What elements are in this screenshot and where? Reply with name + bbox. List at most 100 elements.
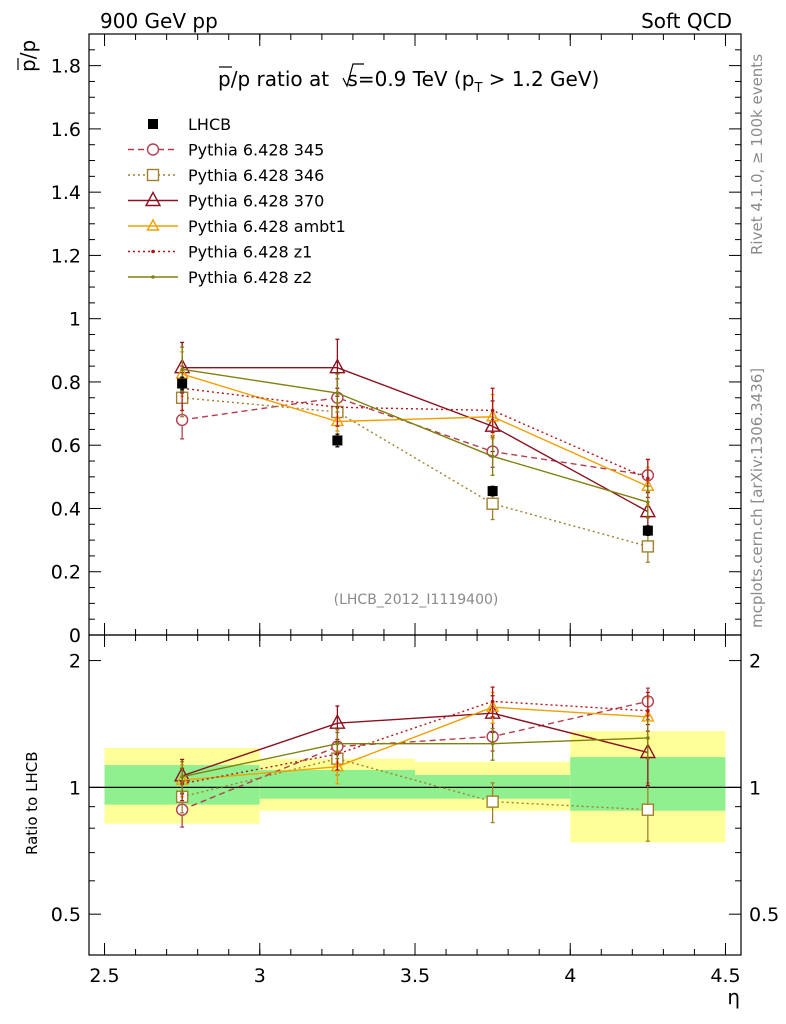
- title-pbar: p: [218, 67, 231, 91]
- ratio-point-p346-3: [641, 803, 655, 816]
- legend-marker-z1: [151, 249, 155, 254]
- ratio-point-z2-0: [180, 774, 184, 779]
- rivet-label: Rivet 4.1.0, ≥ 100k events: [748, 54, 766, 255]
- main-line-p370: [182, 367, 649, 513]
- main-point-lhcb-3: [642, 525, 653, 536]
- ratio-line-ambt1: [182, 706, 648, 781]
- legend-marker-p370: [144, 191, 162, 207]
- legend-label-z1: Pythia 6.428 z1: [188, 243, 312, 262]
- ratio-series: [173, 686, 657, 842]
- main-p370: [173, 338, 657, 532]
- main-point-lhcb-0: [177, 378, 188, 389]
- ratio-point-z1-3: [646, 708, 650, 713]
- main-title: p/p ratio at s=0.9 TeV (pT > 1.2 GeV): [218, 63, 599, 96]
- ratio-frame: [88, 634, 742, 956]
- ratio-ytick-label-right-2: 2: [749, 651, 761, 673]
- ratio-ylabel: Ratio to LHCB: [23, 751, 41, 855]
- legend-label-p345: Pythia 6.428 345: [188, 141, 324, 160]
- main-ytick-label-9: 1.8: [51, 56, 81, 78]
- svg-text:p/p ratio at s=0.9 TeV (pT > 1: p/p ratio at s=0.9 TeV (pT > 1.2 GeV): [218, 67, 599, 96]
- ratio-point-ambt1-1: [330, 759, 345, 772]
- header-right: Soft QCD: [641, 9, 732, 33]
- main-lhcb: [177, 376, 653, 537]
- ratio-line-p346: [181, 757, 648, 811]
- main-line-z1: [182, 387, 649, 480]
- main-point-z1-2: [490, 408, 495, 413]
- main-line-p345: [182, 397, 648, 476]
- main-axes: 0 0.2 0.4 0.6 0.8 1 1.2 1.4 1.6 1.8: [51, 34, 741, 647]
- ratio-line-z2: [181, 737, 648, 778]
- ratio-axes: 0.5 0.5 1 1 2 2 2.5 3 3.5 4 4.5: [51, 635, 779, 987]
- main-line-p346: [182, 397, 649, 548]
- x-tick-label-3: 4: [564, 965, 576, 987]
- title-energy: =0.9 TeV (p: [358, 67, 475, 91]
- ylabel-pbar: p: [16, 59, 40, 72]
- main-point-p346-2: [486, 497, 499, 510]
- main-ytick-label-8: 1.6: [51, 119, 81, 141]
- ratio-point-p370-1: [329, 713, 346, 729]
- x-tick-label-4: 4.5: [710, 965, 740, 987]
- main-ytick-label-4: 0.8: [51, 372, 81, 394]
- ratio-ytick-label-2: 2: [69, 651, 81, 673]
- main-point-z2-2: [490, 454, 495, 459]
- ratio-point-z1-2: [490, 699, 495, 704]
- legend-label-z2: Pythia 6.428 z2: [188, 268, 312, 287]
- main-point-lhcb-1: [332, 435, 343, 446]
- mcplots-label: mcplots.cern.ch [arXiv:1306.3436]: [748, 368, 766, 628]
- main-line-z2: [182, 368, 649, 503]
- ref-label: (LHCB_2012_I1119400): [334, 592, 499, 608]
- x-axis-label: η: [727, 985, 740, 1009]
- main-line-ambt1: [181, 373, 649, 487]
- main-point-lhcb-2: [487, 486, 498, 497]
- legend-label-lhcb: LHCB: [188, 115, 231, 134]
- main-ytick-label-0: 0: [69, 625, 81, 647]
- ratio-point-z2-2: [490, 741, 495, 746]
- ratio-line-p370: [181, 712, 649, 777]
- x-tick-label-2: 3.5: [400, 965, 430, 987]
- main-point-p370-1: [329, 358, 346, 374]
- title-cut: > 1.2 GeV): [482, 67, 599, 91]
- ratio-ytick-label-right-0: 0.5: [749, 904, 779, 926]
- ratio-point-p346-2: [486, 795, 499, 808]
- legend-marker-lhcb: [148, 119, 158, 129]
- main-p346: [175, 378, 655, 563]
- main-point-z2-1: [335, 391, 340, 395]
- ratio-ytick-label-1: 1: [69, 777, 81, 799]
- main-series: [173, 338, 657, 563]
- legend-label-ambt1: Pythia 6.428 ambt1: [188, 217, 346, 236]
- legend-marker-p346: [146, 168, 160, 182]
- main-point-z2-0: [180, 367, 184, 372]
- legend-label-p346: Pythia 6.428 346: [188, 166, 324, 185]
- ratio-ytick-label-0: 0.5: [51, 904, 81, 926]
- main-point-z2-3: [646, 500, 650, 504]
- main-ytick-label-6: 1.2: [51, 245, 81, 267]
- main-ytick-label-2: 0.4: [51, 498, 81, 520]
- main-point-z1-3: [646, 476, 650, 481]
- main-z1: [180, 365, 650, 499]
- x-tick-label-1: 3: [254, 965, 266, 987]
- title-sub-t: T: [473, 81, 482, 96]
- header-left: 900 GeV pp: [100, 9, 218, 33]
- ratio-line-p345: [181, 700, 649, 811]
- legend: LHCB Pythia 6.428 345 Pythia 6.428 346 Pyth…: [128, 115, 346, 287]
- x-tick-label-0: 2.5: [89, 965, 119, 987]
- main-ytick-label-1: 0.2: [51, 562, 81, 584]
- legend-marker-z2: [151, 275, 155, 279]
- ratio-line-z1: [182, 700, 648, 785]
- ratio-point-z2-3: [646, 736, 650, 740]
- svg-text:p/p: p/p: [16, 40, 40, 72]
- legend-marker-p345: [146, 143, 160, 156]
- main-ylabel: p/p: [16, 40, 40, 72]
- ratio-ytick-label-right-1: 1: [749, 777, 761, 799]
- legend-label-p370: Pythia 6.428 370: [188, 192, 324, 211]
- title-ratio: /p ratio at: [231, 67, 336, 91]
- main-ytick-label-3: 0.6: [51, 435, 81, 457]
- main-p345: [175, 378, 655, 492]
- title-s: s: [347, 67, 357, 91]
- main-z2: [180, 346, 650, 519]
- main-ytick-label-7: 1.4: [51, 182, 81, 204]
- legend-marker-ambt1: [146, 218, 160, 231]
- ratio-z2: [180, 718, 650, 794]
- ylabel-rest: /p: [16, 40, 40, 59]
